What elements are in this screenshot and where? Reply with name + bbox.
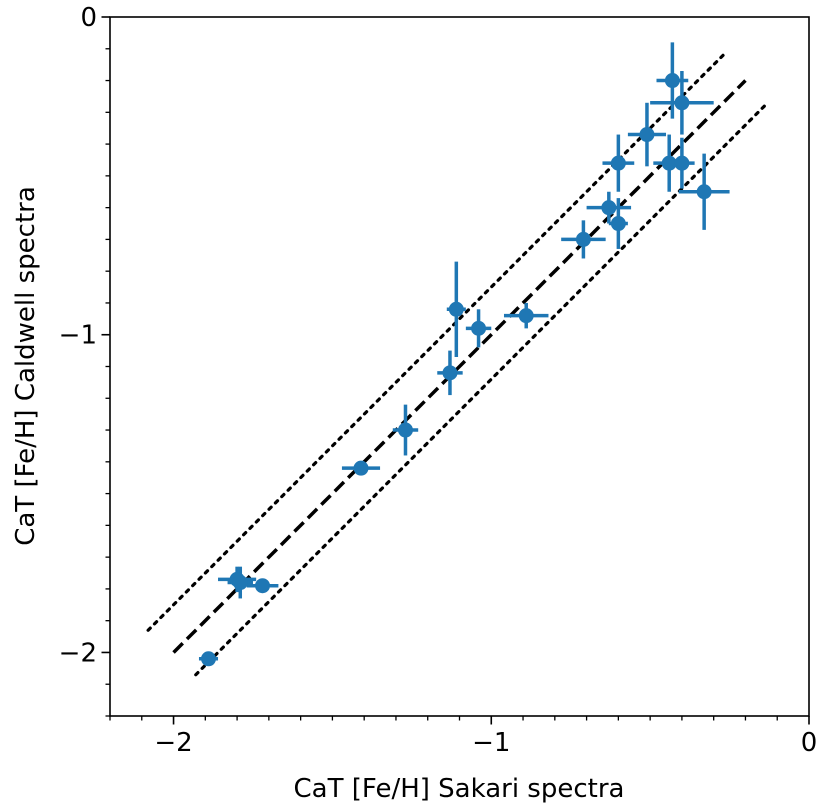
y-axis-label: CaT [Fe/H] Caldwell spectra (11, 186, 41, 546)
x-tick-label: 0 (801, 728, 818, 758)
data-point-13 (610, 155, 626, 171)
data-point-18 (674, 155, 690, 171)
data-point-12 (610, 216, 626, 232)
x-tick-label: −1 (472, 728, 510, 758)
data-point-5 (397, 422, 413, 438)
reference-line-lower-bound (194, 101, 770, 677)
data-point-11 (601, 200, 617, 216)
data-point-10 (575, 231, 591, 247)
data-point-2 (232, 575, 248, 591)
data-point-7 (448, 301, 464, 317)
data-point-16 (664, 73, 680, 89)
x-axis-ticks: −2 −1 0 (109, 716, 818, 758)
data-point-0 (200, 651, 216, 667)
y-tick-label: −2 (59, 638, 97, 668)
data-point-17 (674, 95, 690, 111)
reference-line-upper-bound (146, 53, 725, 632)
data-point-19 (696, 184, 712, 200)
x-tick-label: −2 (154, 728, 192, 758)
y-tick-label: −1 (59, 321, 97, 351)
x-axis-label: CaT [Fe/H] Sakari spectra (294, 774, 625, 804)
y-axis-ticks: −2 −1 0 (59, 3, 110, 717)
data-point-14 (639, 127, 655, 143)
data-point-6 (442, 365, 458, 381)
y-tick-label: 0 (80, 3, 97, 33)
reference-lines (146, 53, 770, 677)
data-point-15 (661, 155, 677, 171)
reference-line-one-to-one (172, 79, 747, 654)
data-point-3 (255, 578, 271, 594)
data-point-4 (353, 460, 369, 476)
data-point-8 (471, 320, 487, 336)
data-markers (200, 73, 712, 667)
data-point-9 (518, 308, 534, 324)
